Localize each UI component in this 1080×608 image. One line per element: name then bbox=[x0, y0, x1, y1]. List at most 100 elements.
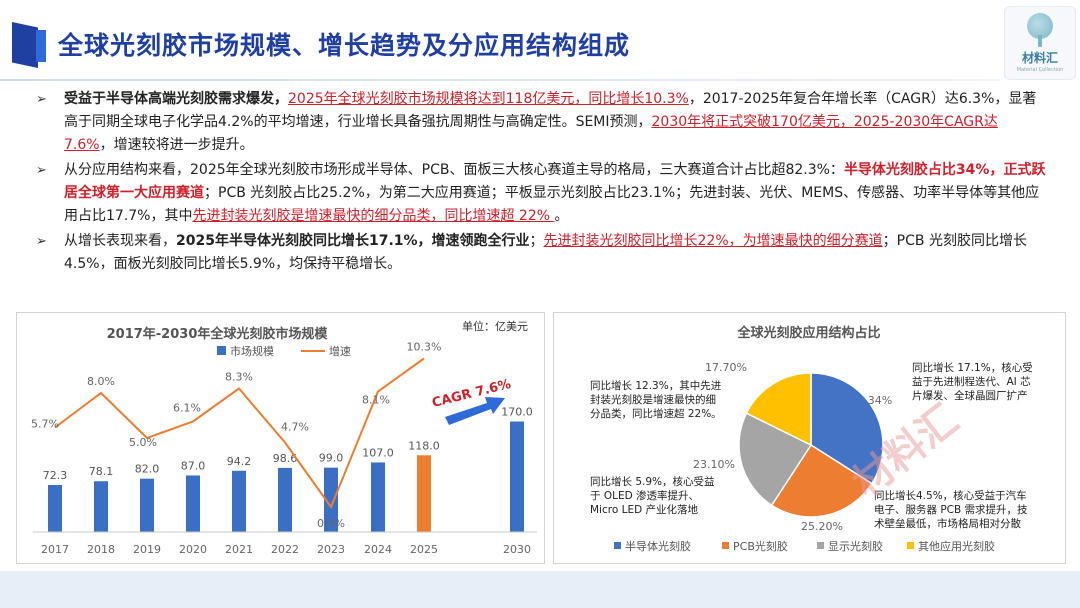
bar bbox=[510, 421, 524, 532]
header-divider bbox=[0, 79, 1000, 81]
bullet-run: ； bbox=[529, 233, 544, 249]
legend-label: 显示光刻胶 bbox=[828, 539, 883, 553]
tree-trunk-icon bbox=[1038, 35, 1042, 47]
bullet-run: ；PCB 光刻胶同比增长4.5%，面板光刻胶同比增长5.9%，均保持平稳增长。 bbox=[64, 233, 1027, 272]
growth-point-label: 8.1% bbox=[362, 394, 390, 407]
growth-point-label: 4.7% bbox=[281, 421, 309, 434]
pie-slice-note-line: 分品类，同比增速超 22%。 bbox=[590, 407, 722, 420]
arrow-bullet-icon: ➢ bbox=[36, 92, 47, 107]
pie-slice-note-line: 于 OLED 渗透率提升、 bbox=[590, 489, 699, 502]
pie-slice-note-line: 同比增长 5.9%，核心受益 bbox=[590, 475, 715, 488]
growth-point-label: 8.3% bbox=[225, 371, 253, 384]
application-structure-chart-panel: 全球光刻胶应用结构占比 34% 同比增长 17.1%，核心受益于先进制程迭代、AI … bbox=[553, 312, 1066, 564]
bullet-run: 从增长表现来看， bbox=[64, 233, 176, 249]
growth-point-label: 8.0% bbox=[87, 375, 115, 388]
bar-value-label: 99.0 bbox=[319, 452, 344, 465]
x-tick-label: 2023 bbox=[317, 543, 345, 556]
legend-swatch bbox=[907, 542, 914, 549]
bar-value-label: 118.0 bbox=[408, 439, 440, 452]
growth-point-label: 6.1% bbox=[173, 402, 201, 415]
title-accent-bar-inner bbox=[36, 30, 46, 62]
pie-slice-note: 同比增长 5.9%，核心受益于 OLED 渗透率提升、 Micro LED 产业化… bbox=[590, 475, 715, 516]
bullet-run: 受益于半导体高端光刻胶需求爆发， bbox=[64, 91, 288, 107]
logo-name: 材料汇 bbox=[1021, 51, 1058, 65]
growth-point-label: 5.7% bbox=[31, 418, 59, 431]
bar-value-label: 107.0 bbox=[362, 446, 394, 459]
bullet-run: 半导体光刻胶占比34%，正式跃居全球第一大应用赛道 bbox=[64, 162, 1046, 201]
bar bbox=[94, 481, 108, 532]
bar-value-label: 87.0 bbox=[181, 459, 206, 472]
bullet-text: 从分应用结构来看，2025年全球光刻胶市场形成半导体、PCB、面板三大核心赛道主… bbox=[64, 162, 1045, 224]
pie-slice-note-line: 同比增长4.5%，核心受益于汽车 bbox=[874, 489, 1027, 502]
brand-logo: 材料汇 Material Collection bbox=[1004, 6, 1076, 80]
bar bbox=[278, 467, 292, 532]
tree-icon bbox=[1027, 13, 1053, 39]
pie-slice-label: 23.10% bbox=[693, 458, 735, 471]
legend-swatch bbox=[722, 542, 729, 549]
unit-label: 单位：亿美元 bbox=[462, 319, 528, 333]
bar bbox=[324, 467, 338, 532]
bullet-run: 2025年全球光刻胶市场规模将达到118亿美元，同比增长10.3% bbox=[288, 91, 689, 107]
application-pie-chart: 全球光刻胶应用结构占比 34% 同比增长 17.1%，核心受益于先进制程迭代、AI … bbox=[590, 325, 1033, 553]
x-tick-label: 2030 bbox=[503, 543, 531, 556]
growth-line bbox=[54, 357, 425, 510]
title-accent-bar bbox=[12, 22, 38, 68]
slide-title: 全球光刻胶市场规模、增长趋势及分应用结构组成 bbox=[58, 31, 631, 60]
pie-slice-note: 同比增长 12.3%，其中先进封装光刻胶是增速最快的细分品类，同比增速超 22%… bbox=[590, 379, 722, 420]
bullet-run: ，2017-2025年复合年增长率（CAGR）达6.3%，显著高于同期全球电子化… bbox=[64, 91, 1037, 130]
bar-value-label: 72.3 bbox=[43, 469, 68, 482]
footer-band bbox=[0, 571, 1080, 608]
pie-slice-label: 17.70% bbox=[705, 361, 747, 374]
legend-swatch-market-size bbox=[217, 346, 226, 355]
growth-point-label: 5.0% bbox=[129, 436, 157, 449]
pie-slice-note: 同比增长4.5%，核心受益于汽车电子、服务器 PCB 需求提升，技术壁垒最低，市… bbox=[874, 489, 1028, 530]
pie-slice-note-line: 同比增长 17.1%，核心受 bbox=[912, 361, 1033, 374]
pie-slice-note-line: 同比增长 12.3%，其中先进 bbox=[590, 379, 722, 392]
x-tick-label: 2025 bbox=[410, 543, 438, 556]
pie-slice-note-line: 片爆发、全球晶圆厂扩产 bbox=[912, 389, 1028, 402]
bar bbox=[48, 485, 62, 532]
pie-slice-note-line: 封装光刻胶是增速最快的细 bbox=[590, 393, 716, 406]
x-tick-label: 2017 bbox=[41, 543, 69, 556]
bullet-run: 2030年将正式突破170亿美元，2025-2030年CAGR达7.6% bbox=[64, 114, 998, 153]
x-tick-label: 2018 bbox=[87, 543, 115, 556]
market-size-chart-panel: 2017年-2030年全球光刻胶市场规模 单位：亿美元 市场规模 增速 72.3 78.1… bbox=[16, 312, 545, 564]
arrow-bullet-icon: ➢ bbox=[36, 163, 47, 178]
bullet-run: 先进封装光刻胶同比增长22%，为增速最快的细分赛道 bbox=[543, 233, 883, 249]
x-tick-label: 2024 bbox=[364, 543, 392, 556]
bar bbox=[186, 475, 200, 532]
pie-slice-note-line: 电子、服务器 PCB 需求提升，技 bbox=[874, 503, 1028, 516]
legend-swatch bbox=[614, 542, 621, 549]
chart-title: 2017年-2030年全球光刻胶市场规模 bbox=[107, 326, 329, 342]
bar-value-label: 98.6 bbox=[273, 452, 298, 465]
cagr-arrow-icon bbox=[445, 397, 505, 425]
legend-label-growth: 增速 bbox=[329, 344, 351, 358]
x-tick-label: 2019 bbox=[133, 543, 161, 556]
legend-swatch bbox=[817, 542, 824, 549]
bar-value-label: 78.1 bbox=[89, 465, 114, 478]
legend-label: 半导体光刻胶 bbox=[625, 539, 691, 553]
growth-point-label: 10.3% bbox=[407, 341, 442, 354]
bullet-item: ➢ 从分应用结构来看，2025年全球光刻胶市场形成半导体、PCB、面板三大核心赛道… bbox=[36, 159, 1046, 228]
bar bbox=[417, 455, 431, 532]
bar-value-label: 82.0 bbox=[135, 463, 160, 476]
x-tick-label: 2022 bbox=[271, 543, 299, 556]
bar-value-label: 170.0 bbox=[501, 406, 533, 419]
bullet-run: ，增速较将进一步提升。 bbox=[99, 137, 254, 153]
chart-title: 全球光刻胶应用结构占比 bbox=[736, 325, 880, 341]
pie-slice-label: 25.20% bbox=[801, 520, 843, 533]
slide-header: 全球光刻胶市场规模、增长趋势及分应用结构组成 材料汇 Material Coll… bbox=[0, 0, 1080, 81]
bullet-run: 先进封装光刻胶是增速最快的细分品类，同比增速超 22% bbox=[192, 208, 555, 224]
bar-value-label: 94.2 bbox=[227, 455, 252, 468]
bullet-run: 从分应用结构来看，2025年全球光刻胶市场形成半导体、PCB、面板三大核心赛道主… bbox=[64, 162, 844, 178]
bar bbox=[232, 470, 246, 532]
pie-slice-note-line: 益于先进制程迭代、AI 芯 bbox=[912, 375, 1031, 388]
growth-point-label: 0.4% bbox=[317, 517, 345, 530]
bullet-run: 。 bbox=[554, 208, 569, 224]
pie-slice-label: 34% bbox=[868, 394, 892, 407]
pie-slice-note: 同比增长 17.1%，核心受益于先进制程迭代、AI 芯片爆发、全球晶圆厂扩产 bbox=[912, 361, 1033, 402]
legend-label: PCB光刻胶 bbox=[733, 539, 788, 553]
bar bbox=[140, 478, 154, 532]
logo-subtitle: Material Collection bbox=[1016, 67, 1064, 73]
